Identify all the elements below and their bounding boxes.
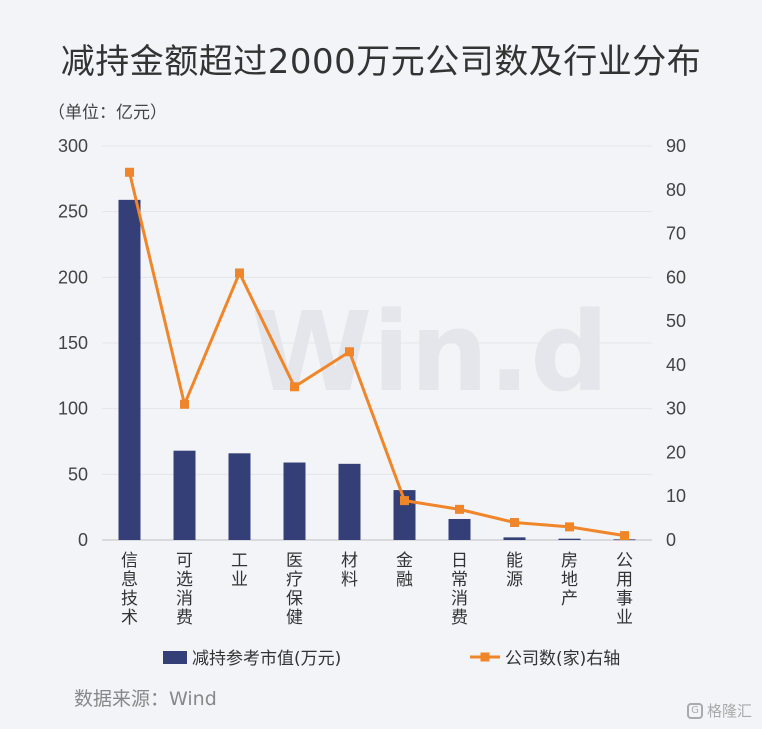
bar bbox=[118, 199, 141, 540]
y-left-tick-label: 150 bbox=[58, 333, 88, 353]
legend-line-marker bbox=[480, 652, 490, 662]
category-label: 医疗保健 bbox=[286, 551, 303, 628]
bar bbox=[448, 518, 471, 540]
category-label: 材料 bbox=[341, 551, 358, 590]
brand-logo: G 格隆汇 bbox=[686, 700, 752, 721]
category-label: 房地产 bbox=[561, 551, 578, 609]
y-left-tick-label: 300 bbox=[58, 136, 88, 156]
watermark: Win.d bbox=[251, 288, 609, 416]
brand-label: 格隆汇 bbox=[706, 702, 752, 720]
line-marker bbox=[565, 522, 574, 532]
line-marker bbox=[290, 382, 299, 392]
y-left-tick-label: 0 bbox=[78, 530, 88, 550]
y-right-tick-label: 0 bbox=[666, 530, 676, 550]
chart-title: 减持金额超过2000万元公司数及行业分布 bbox=[60, 42, 702, 82]
line-marker bbox=[510, 517, 519, 527]
y-right-tick-label: 10 bbox=[666, 486, 686, 506]
y-left-tick-label: 100 bbox=[58, 399, 88, 419]
y-left-tick-label: 50 bbox=[68, 464, 88, 484]
y-right-tick-label: 80 bbox=[666, 180, 686, 200]
y-right-tick-label: 30 bbox=[666, 399, 686, 419]
y-right-tick-label: 40 bbox=[666, 355, 686, 375]
legend-bar-swatch bbox=[163, 651, 187, 664]
category-label: 日常消费 bbox=[451, 551, 468, 628]
line-marker bbox=[235, 268, 244, 278]
category-label: 可选消费 bbox=[176, 551, 193, 628]
category-label: 能源 bbox=[506, 551, 523, 590]
line-marker bbox=[455, 504, 464, 514]
bar bbox=[338, 463, 361, 540]
y-left-tick-label: 200 bbox=[58, 267, 88, 287]
series-line bbox=[128, 171, 625, 538]
y-left-tick-label: 250 bbox=[58, 202, 88, 222]
line-marker bbox=[620, 531, 629, 541]
line-marker bbox=[400, 496, 409, 506]
category-label: 金融 bbox=[396, 551, 413, 590]
category-label: 信息技术 bbox=[121, 551, 138, 628]
y-right-tick-label: 90 bbox=[666, 136, 686, 156]
brand-icon: G bbox=[686, 702, 703, 719]
y-right-tick-label: 70 bbox=[666, 224, 686, 244]
line-marker bbox=[125, 167, 134, 177]
bar bbox=[558, 538, 581, 540]
line-marker bbox=[180, 399, 189, 409]
source-note: 数据来源：Wind bbox=[74, 688, 217, 710]
legend-line-label: 公司数(家)右轴 bbox=[505, 649, 620, 669]
y-right-tick-label: 60 bbox=[666, 267, 686, 287]
y-right-tick-label: 50 bbox=[666, 311, 686, 331]
y-right-tick-label: 20 bbox=[666, 442, 686, 462]
category-label: 工业 bbox=[231, 551, 248, 590]
line-marker bbox=[345, 347, 354, 357]
bar bbox=[173, 450, 196, 540]
legend-bar-label: 减持参考市值(万元) bbox=[192, 649, 341, 669]
bar bbox=[283, 462, 306, 540]
bar bbox=[228, 453, 251, 540]
unit-note: （单位：亿元） bbox=[48, 103, 167, 123]
category-label: 公用事业 bbox=[616, 551, 633, 628]
bar bbox=[503, 537, 526, 540]
